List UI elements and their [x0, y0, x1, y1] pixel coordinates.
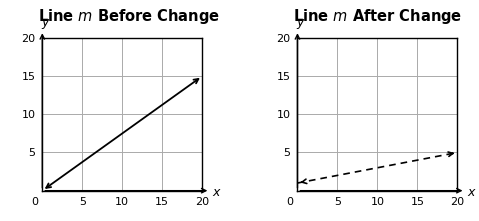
Text: Line $m$ After Change: Line $m$ After Change [294, 7, 463, 26]
Text: y: y [296, 16, 304, 29]
Text: x: x [212, 187, 219, 200]
Text: y: y [41, 16, 48, 29]
Text: x: x [467, 187, 474, 200]
Text: 0: 0 [286, 197, 294, 207]
Text: 0: 0 [31, 197, 38, 207]
Text: Line $m$ Before Change: Line $m$ Before Change [38, 7, 220, 26]
